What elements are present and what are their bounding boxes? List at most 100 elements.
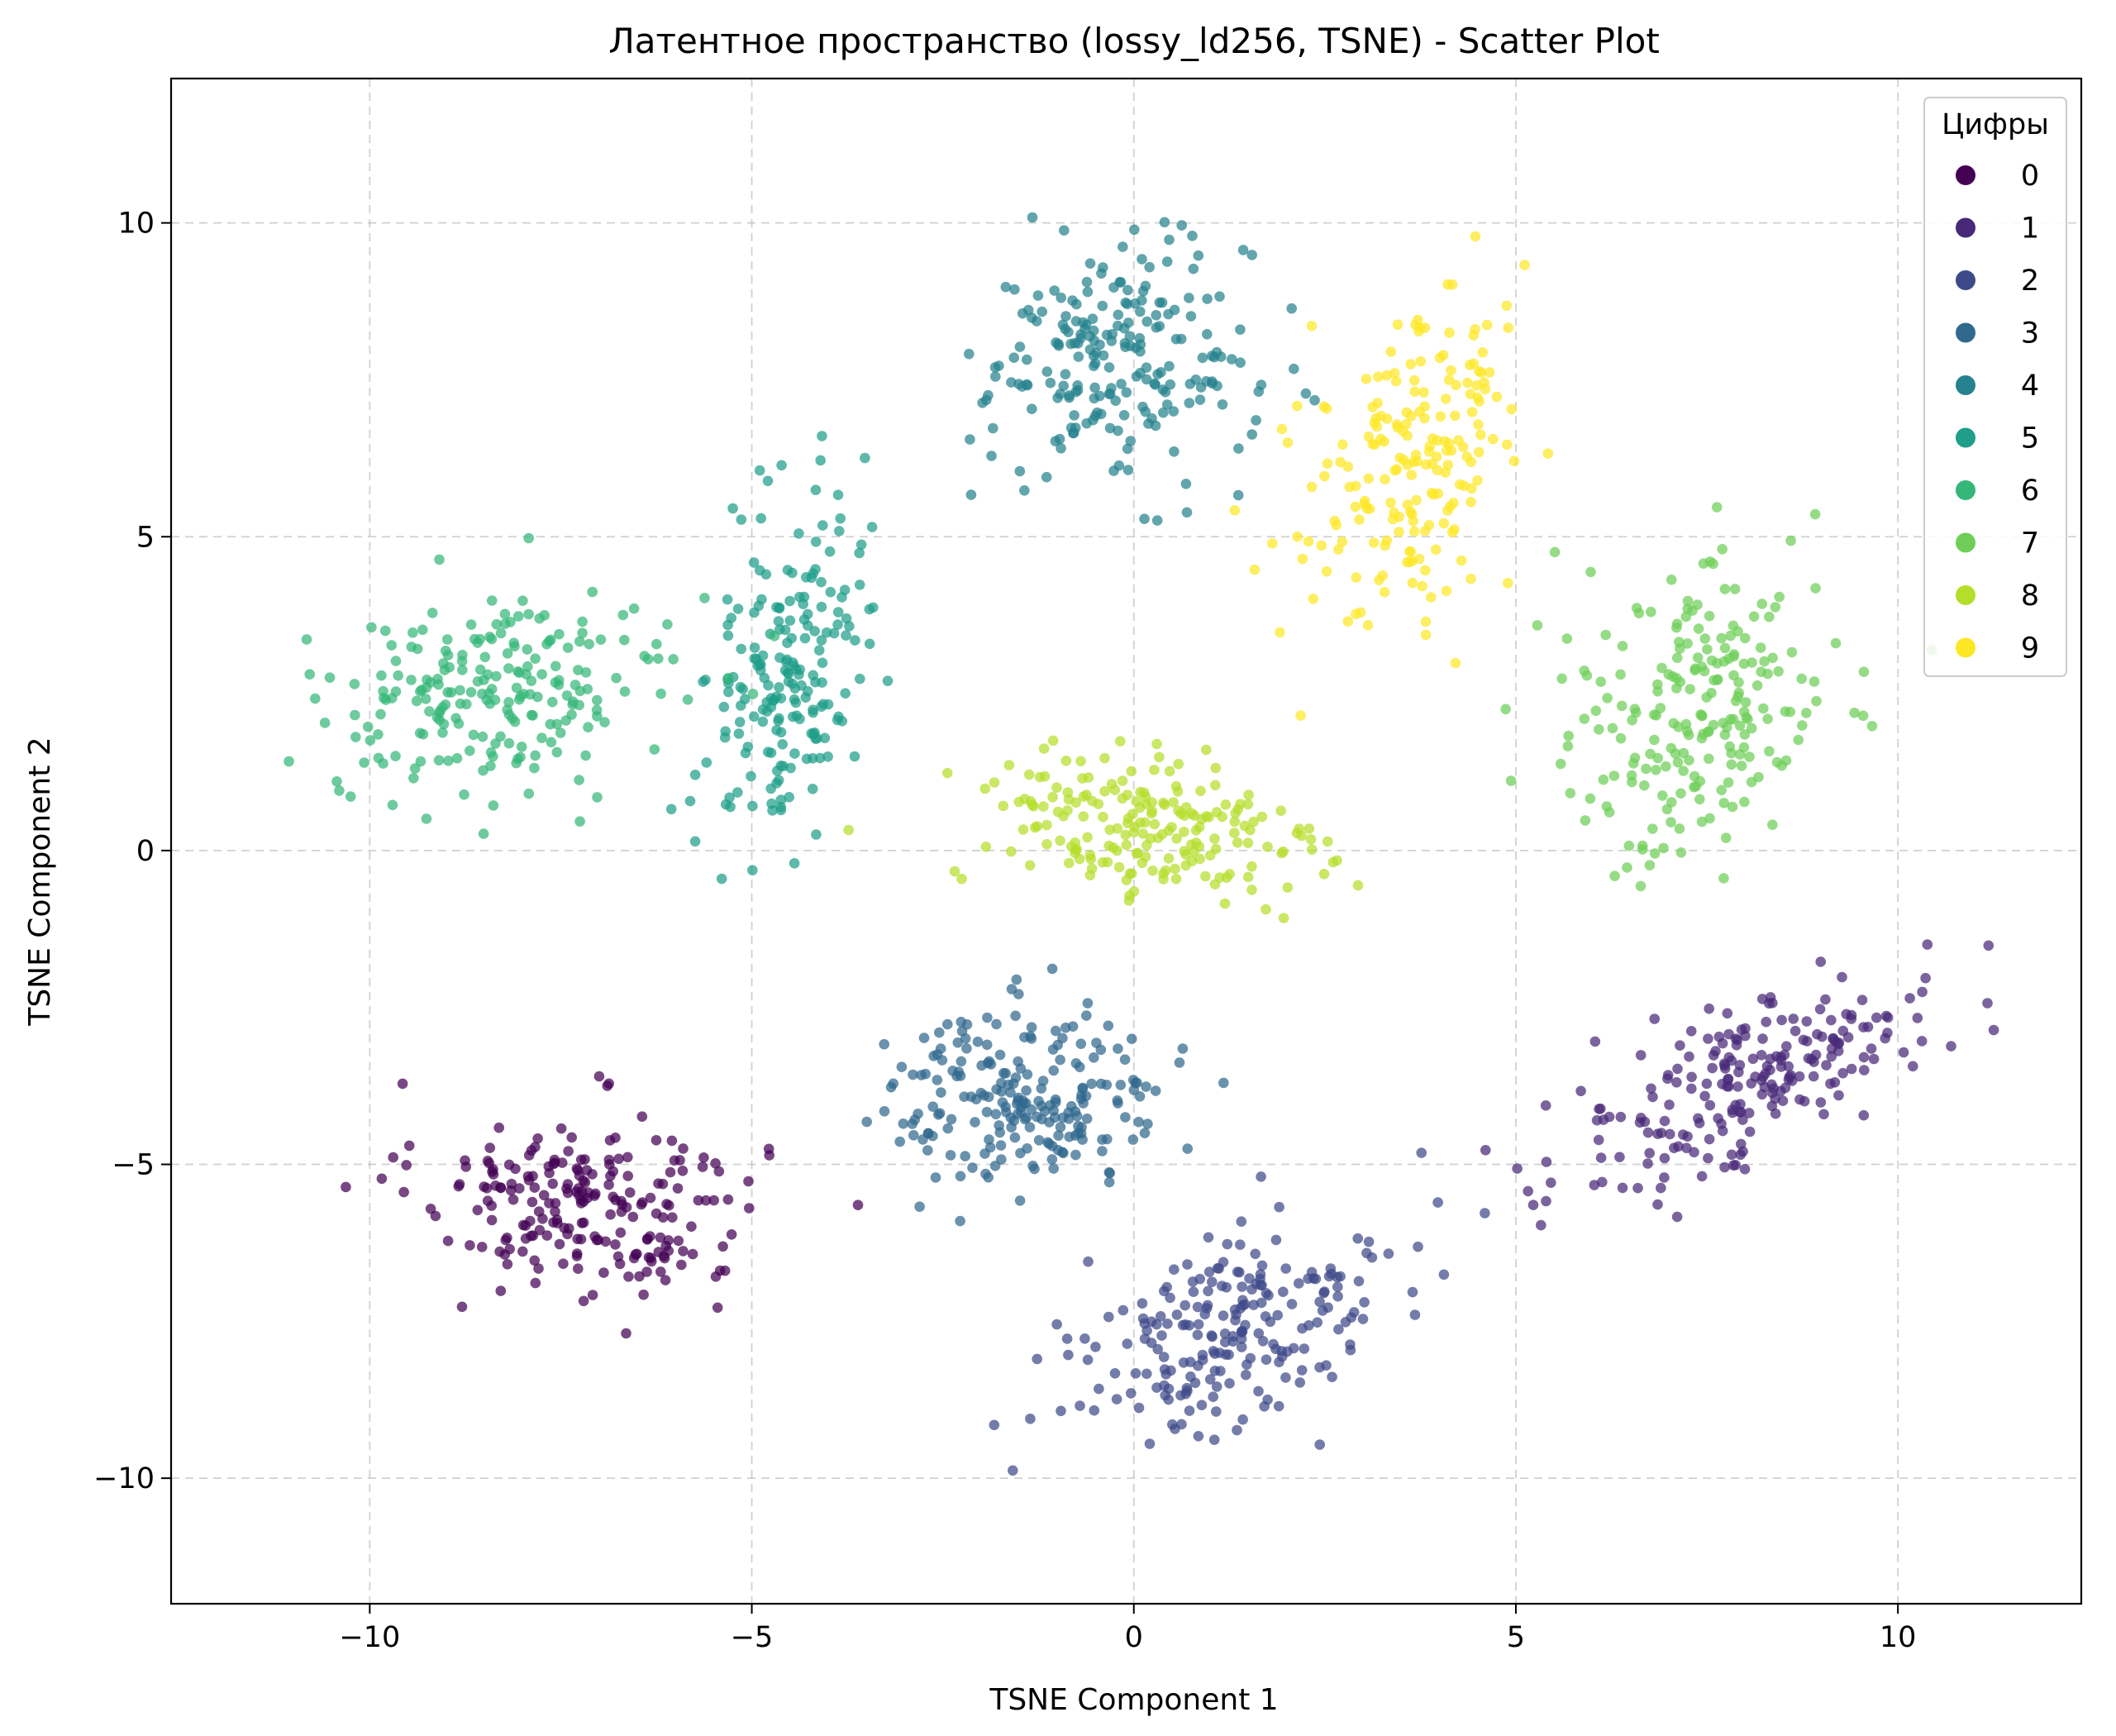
scatter-point bbox=[1047, 735, 1059, 746]
scatter-point bbox=[1177, 1319, 1189, 1331]
grid-lines bbox=[171, 79, 2081, 1604]
scatter-point bbox=[1904, 993, 1915, 1004]
scatter-point bbox=[854, 547, 865, 559]
scatter-point bbox=[1858, 1052, 1870, 1063]
scatter-point bbox=[1075, 1061, 1085, 1073]
scatter-point bbox=[1418, 387, 1429, 398]
scatter-point bbox=[749, 642, 760, 653]
scatter-point bbox=[1730, 695, 1742, 707]
scatter-point bbox=[1841, 1009, 1852, 1020]
scatter-point bbox=[1465, 360, 1475, 370]
scatter-point bbox=[1744, 1126, 1756, 1137]
scatter-point bbox=[1232, 1424, 1242, 1436]
scatter-point bbox=[934, 1027, 945, 1038]
scatter-point bbox=[1465, 497, 1476, 508]
scatter-point bbox=[1211, 1406, 1222, 1417]
scatter-point bbox=[651, 638, 662, 650]
scatter-point bbox=[622, 1152, 633, 1163]
scatter-point bbox=[604, 1135, 616, 1146]
scatter-point bbox=[545, 718, 556, 730]
scatter-point bbox=[1141, 1368, 1152, 1380]
scatter-point bbox=[1070, 337, 1080, 349]
scatter-point bbox=[508, 637, 519, 649]
scatter-point bbox=[1222, 1238, 1233, 1250]
scatter-point bbox=[1262, 842, 1273, 852]
scatter-point bbox=[916, 1070, 927, 1080]
scatter-point bbox=[420, 694, 431, 704]
scatter-point bbox=[972, 1036, 984, 1047]
scatter-point bbox=[1159, 217, 1170, 228]
scatter-point bbox=[817, 677, 827, 688]
scatter-point bbox=[440, 699, 451, 710]
scatter-point bbox=[817, 657, 828, 669]
scatter-point bbox=[1794, 1071, 1805, 1082]
scatter-point bbox=[1432, 1197, 1443, 1208]
scatter-point bbox=[735, 681, 746, 693]
scatter-point bbox=[1740, 1030, 1751, 1042]
scatter-point bbox=[1209, 1366, 1221, 1376]
scatter-point bbox=[504, 1243, 515, 1255]
scatter-point bbox=[1373, 371, 1384, 383]
scatter-point bbox=[1017, 381, 1027, 392]
scatter-point bbox=[1810, 583, 1821, 594]
scatter-point bbox=[723, 686, 734, 698]
scatter-point bbox=[1475, 429, 1486, 441]
scatter-point bbox=[1048, 1065, 1059, 1076]
scatter-point bbox=[1218, 1310, 1229, 1321]
y-tick-label: 10 bbox=[117, 207, 155, 241]
scatter-point bbox=[1133, 1402, 1145, 1414]
scatter-point bbox=[794, 528, 804, 539]
scatter-point bbox=[623, 1271, 634, 1282]
scatter-point bbox=[1717, 544, 1728, 555]
scatter-point bbox=[879, 1038, 889, 1050]
scatter-point bbox=[1340, 1317, 1351, 1328]
scatter-point bbox=[942, 1123, 954, 1134]
scatter-point bbox=[740, 694, 751, 704]
scatter-point bbox=[1666, 575, 1677, 585]
scatter-point bbox=[789, 694, 800, 705]
scatter-point bbox=[1306, 321, 1318, 331]
scatter-point bbox=[697, 1161, 708, 1172]
scatter-point bbox=[451, 753, 463, 764]
scatter-point bbox=[1141, 840, 1152, 851]
scatter-point bbox=[701, 757, 712, 768]
scatter-point bbox=[1025, 1414, 1036, 1424]
scatter-point bbox=[1098, 262, 1108, 273]
scatter-point bbox=[1756, 1075, 1767, 1086]
scatter-point bbox=[1099, 785, 1110, 797]
scatter-point bbox=[1156, 367, 1166, 378]
scatter-point bbox=[1070, 1149, 1081, 1161]
scatter-point bbox=[776, 460, 787, 471]
scatter-point bbox=[1194, 841, 1205, 852]
scatter-point bbox=[693, 1195, 704, 1206]
scatter-point bbox=[1282, 437, 1294, 448]
scatter-point bbox=[794, 664, 805, 675]
scatter-point bbox=[1192, 1329, 1203, 1341]
scatter-point bbox=[1815, 1097, 1827, 1108]
scatter-point bbox=[1871, 1012, 1882, 1023]
scatter-point bbox=[1353, 1276, 1365, 1287]
scatter-point bbox=[1122, 317, 1134, 328]
scatter-point bbox=[1882, 1028, 1893, 1038]
scatter-point bbox=[927, 1101, 938, 1112]
scatter-point bbox=[341, 1181, 351, 1193]
scatter-point bbox=[1200, 870, 1211, 882]
scatter-point bbox=[1219, 898, 1231, 909]
scatter-point bbox=[855, 539, 867, 551]
scatter-point bbox=[1109, 1368, 1121, 1379]
scatter-point bbox=[1127, 1134, 1139, 1145]
scatter-point bbox=[714, 1265, 726, 1276]
scatter-point bbox=[1104, 824, 1115, 836]
scatter-point bbox=[1237, 1326, 1248, 1337]
scatter-point bbox=[495, 1285, 507, 1296]
scatter-point bbox=[1751, 680, 1763, 691]
scatter-point bbox=[1440, 393, 1451, 404]
scatter-point bbox=[1193, 1319, 1204, 1330]
scatter-point bbox=[1635, 1050, 1647, 1061]
scatter-point bbox=[956, 1056, 967, 1067]
scatter-point bbox=[1161, 399, 1173, 410]
scatter-point bbox=[810, 484, 822, 495]
scatter-point bbox=[1627, 776, 1637, 788]
scatter-point bbox=[1461, 451, 1472, 462]
scatter-point bbox=[502, 1259, 513, 1270]
